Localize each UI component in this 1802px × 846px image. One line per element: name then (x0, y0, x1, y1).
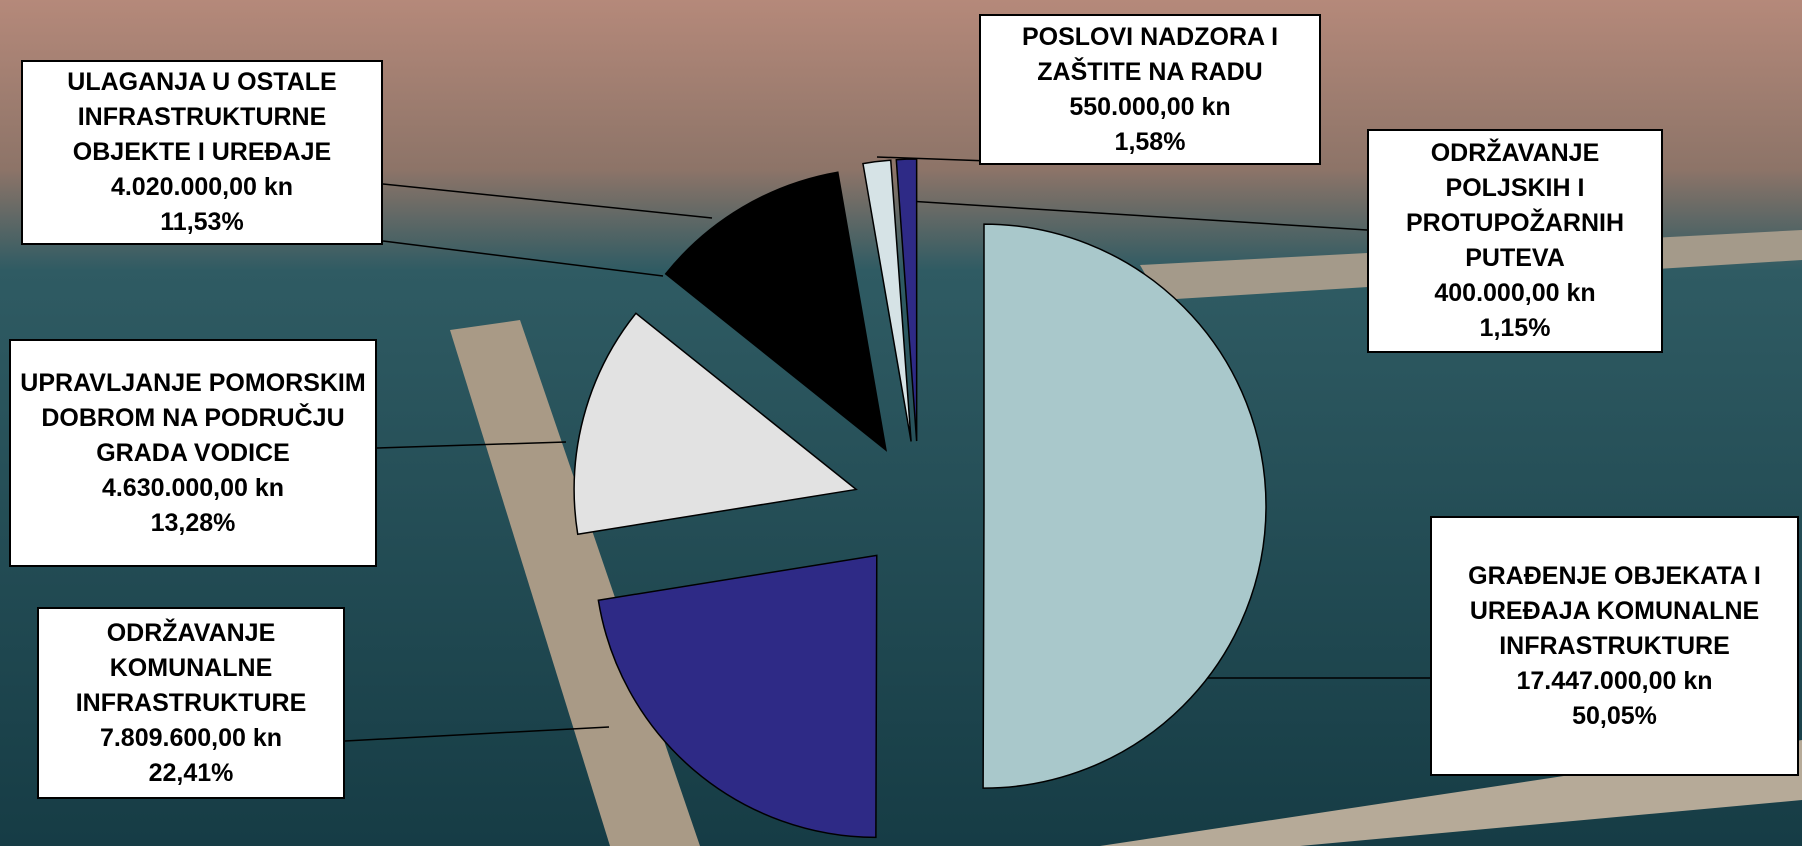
label-amount: 400.000,00 kn (1434, 276, 1595, 311)
label-amount: 17.447.000,00 kn (1517, 664, 1713, 699)
slice-label: UPRAVLJANJE POMORSKIM DOBROM NA PODRUČJU… (9, 339, 377, 567)
label-name: ODRŽAVANJE POLJSKIH I PROTUPOŽARNIH PUTE… (1373, 136, 1657, 276)
label-percent: 22,41% (149, 756, 234, 791)
label-name: ULAGANJA U OSTALE INFRASTRUKTURNE OBJEKT… (27, 65, 377, 170)
label-percent: 13,28% (151, 506, 236, 541)
label-amount: 7.809.600,00 kn (100, 721, 282, 756)
label-name: UPRAVLJANJE POMORSKIM DOBROM NA PODRUČJU… (15, 366, 371, 471)
label-name: GRAĐENJE OBJEKATA I UREĐAJA KOMUNALNE IN… (1436, 559, 1793, 664)
label-percent: 50,05% (1572, 699, 1657, 734)
label-percent: 11,53% (160, 205, 243, 240)
label-percent: 1,58% (1115, 125, 1186, 160)
label-name: POSLOVI NADZORA I ZAŠTITE NA RADU (985, 20, 1315, 90)
label-amount: 4.020.000,00 kn (111, 170, 293, 205)
slice-label: ULAGANJA U OSTALE INFRASTRUKTURNE OBJEKT… (21, 60, 383, 245)
slice-label: GRAĐENJE OBJEKATA I UREĐAJA KOMUNALNE IN… (1430, 516, 1799, 776)
label-name: ODRŽAVANJE KOMUNALNE INFRASTRUKTURE (43, 616, 339, 721)
label-amount: 550.000,00 kn (1069, 90, 1230, 125)
label-amount: 4.630.000,00 kn (102, 471, 284, 506)
label-percent: 1,15% (1480, 311, 1551, 346)
page: GRAĐENJE OBJEKATA I UREĐAJA KOMUNALNE IN… (0, 0, 1802, 846)
slice-label: ODRŽAVANJE POLJSKIH I PROTUPOŽARNIH PUTE… (1367, 129, 1663, 353)
